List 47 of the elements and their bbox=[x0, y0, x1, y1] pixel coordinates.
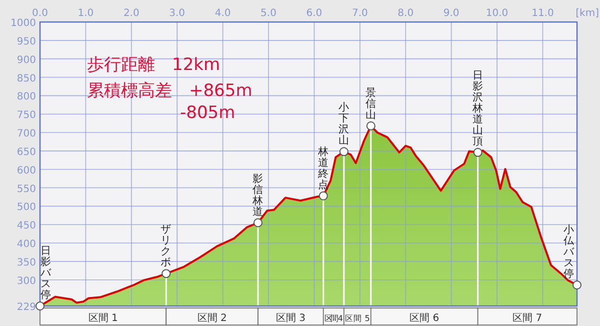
x-tick-label: 5.0 bbox=[260, 8, 276, 19]
text: 区間 3 bbox=[276, 313, 306, 324]
x-tick-label: 7.0 bbox=[352, 8, 368, 19]
y-tick-label: 600 bbox=[16, 165, 36, 176]
x-tick-label: 2.0 bbox=[123, 8, 140, 19]
text: 区間 7 bbox=[512, 313, 542, 324]
text: 区間 4 bbox=[324, 314, 343, 323]
x-axis-title: [km] bbox=[576, 8, 600, 19]
y-tick-label: 850 bbox=[16, 73, 36, 84]
x-tick-label: 0.0 bbox=[32, 8, 48, 19]
y-tick-label: 700 bbox=[16, 128, 36, 140]
waypoint: 林道終点 bbox=[318, 146, 329, 191]
text: 区間 1 bbox=[88, 313, 118, 324]
text: 区間 6 bbox=[410, 313, 440, 324]
text: 区間 2 bbox=[197, 313, 227, 324]
y-tick-label: 750 bbox=[16, 110, 36, 122]
x-tick-label: 9.0 bbox=[443, 8, 460, 19]
annotation: 累積標高差 +865m bbox=[87, 81, 252, 101]
y-tick-label: 400 bbox=[16, 239, 36, 250]
x-tick-label: 8.0 bbox=[398, 8, 414, 19]
y-tick-label: 650 bbox=[16, 146, 36, 158]
x-tick-label: 11.0 bbox=[532, 8, 554, 19]
y-tick-label: 900 bbox=[16, 54, 36, 66]
waypoint: 小仏バス停 bbox=[564, 224, 574, 280]
waypoint: 景信山 bbox=[365, 86, 376, 121]
x-tick-label: 4.0 bbox=[214, 8, 231, 19]
y-tick-label: 950 bbox=[16, 36, 36, 48]
y-tick-label: 500 bbox=[16, 202, 36, 214]
x-tick-label: 1.0 bbox=[78, 8, 94, 19]
x-tick-label: 3.0 bbox=[169, 8, 186, 19]
y-tick-label: 800 bbox=[16, 92, 36, 103]
annotation: -805m bbox=[180, 103, 236, 123]
waypoint: 影信林道 bbox=[252, 172, 264, 218]
waypoint: 日影バス停 bbox=[40, 245, 52, 301]
y-tick-label: 229 bbox=[16, 302, 36, 313]
y-tick-label: 450 bbox=[16, 220, 36, 232]
y-tick-label: 1000 bbox=[10, 18, 36, 29]
x-tick-label: 6.0 bbox=[306, 8, 322, 19]
waypoint: 日影沢林道山頂 bbox=[472, 69, 484, 148]
text: 区間 5 bbox=[344, 314, 370, 323]
waypoint: 小下沢山 bbox=[338, 102, 350, 147]
x-tick-label: 10.0 bbox=[486, 8, 508, 19]
annotation: 歩行距離 12km bbox=[87, 55, 220, 75]
y-tick-label: 550 bbox=[16, 184, 36, 195]
waypoint: ザリクボ bbox=[160, 224, 172, 269]
y-tick-label: 350 bbox=[16, 257, 36, 268]
y-tick-label: 300 bbox=[16, 276, 36, 287]
